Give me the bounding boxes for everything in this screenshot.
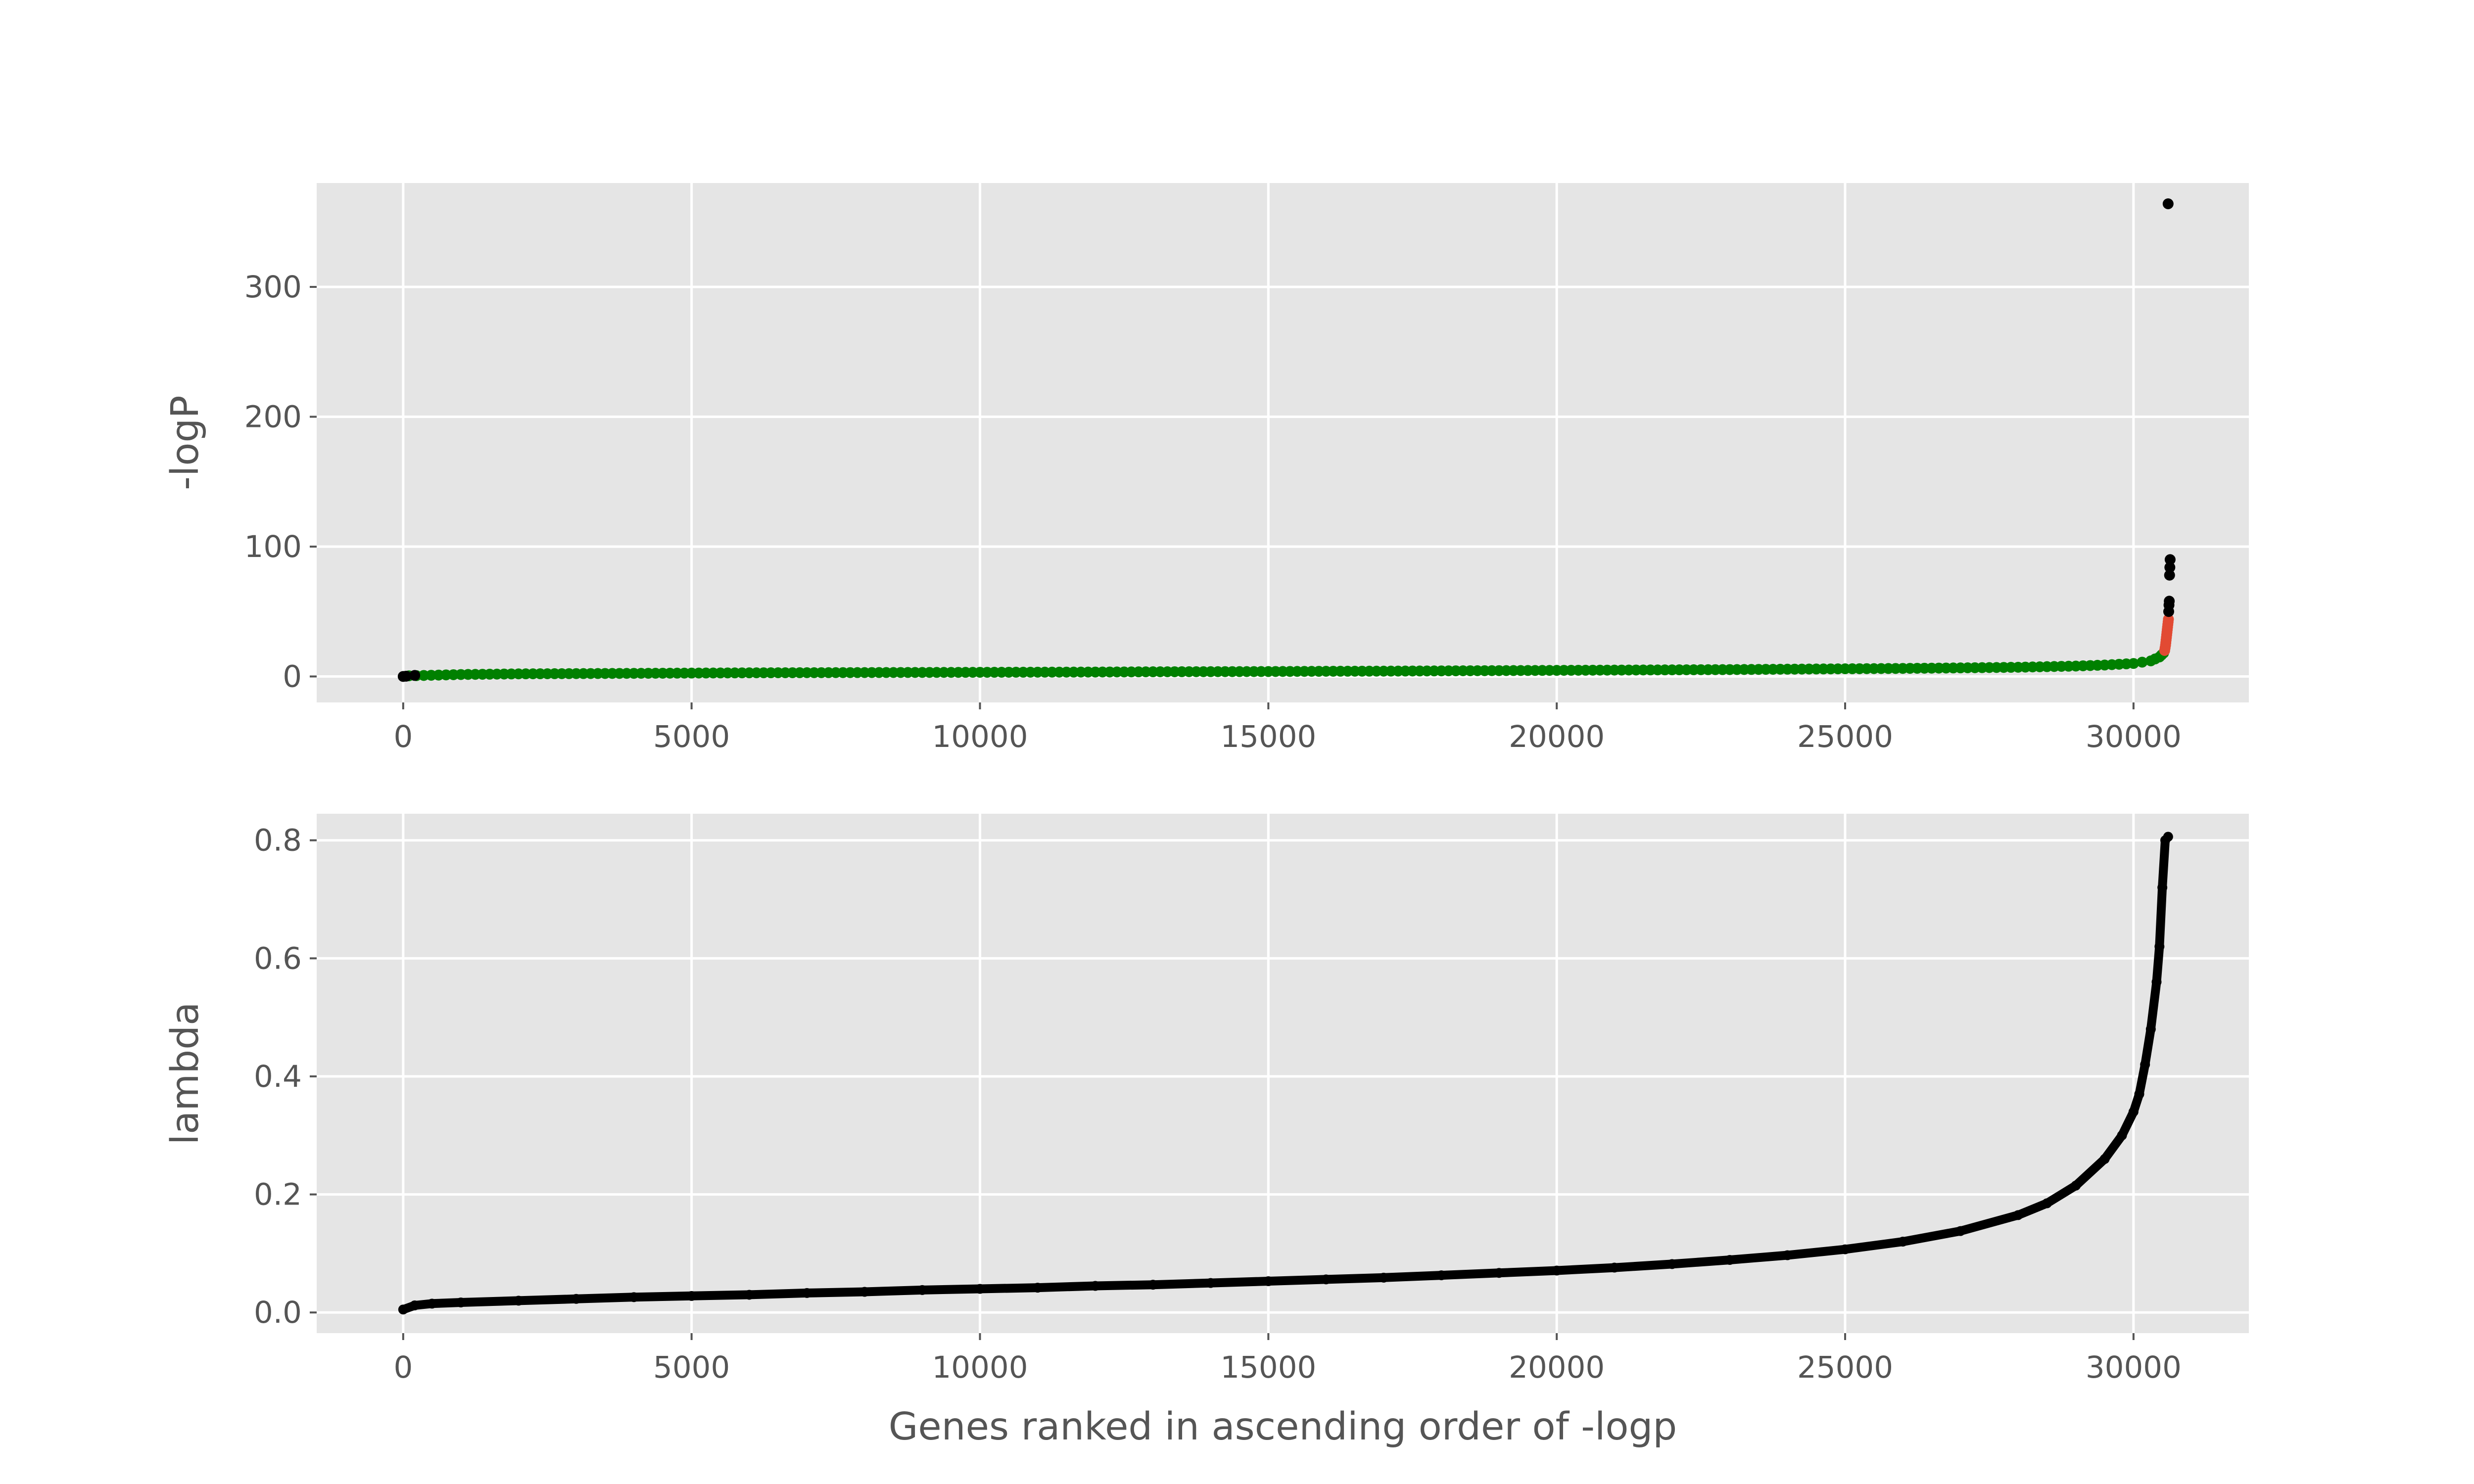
data-point	[2163, 832, 2173, 842]
data-point	[1955, 1226, 1966, 1236]
data-point	[2164, 554, 2176, 565]
data-point	[1898, 1237, 1908, 1247]
lambda-panel: 0 5000 10000 15000 20000 25000 30000 0.0 0.2 0.4 0…	[163, 814, 2249, 1449]
x-tick-label: 30000	[2086, 719, 2182, 754]
logp-y-axis-label: -logP	[163, 395, 207, 490]
data-point	[1436, 1270, 1447, 1281]
x-tick-label: 5000	[653, 1350, 730, 1385]
x-tick-label: 10000	[932, 1350, 1028, 1385]
y-tick-label: 0.2	[254, 1177, 302, 1212]
data-point	[2042, 1198, 2052, 1208]
data-point	[1321, 1274, 1331, 1285]
data-point	[802, 1288, 812, 1298]
data-point	[2151, 977, 2162, 987]
data-point	[917, 1285, 927, 1295]
x-tick-label: 20000	[1509, 719, 1605, 754]
data-point	[859, 1287, 870, 1297]
data-point	[2154, 941, 2165, 952]
data-point	[2140, 1060, 2150, 1070]
data-point	[1840, 1244, 1851, 1254]
data-point	[2071, 1180, 2081, 1191]
data-point	[427, 1298, 437, 1309]
data-point	[2117, 1130, 2127, 1141]
data-point	[1494, 1268, 1504, 1278]
data-point	[2099, 1154, 2110, 1164]
data-point	[410, 1300, 420, 1310]
lambda-y-axis-label: lambda	[163, 1002, 207, 1145]
data-point	[2145, 1024, 2156, 1034]
data-point	[2128, 658, 2139, 669]
data-point	[1033, 1283, 1043, 1293]
data-point	[1609, 1262, 1619, 1273]
data-point	[2157, 882, 2168, 893]
x-tick-label: 5000	[653, 719, 730, 754]
y-tick-label: 0.4	[254, 1059, 302, 1094]
x-tick-label: 15000	[1220, 719, 1316, 754]
data-point	[2134, 1089, 2144, 1099]
data-point	[1090, 1281, 1100, 1291]
data-point	[1552, 1265, 1562, 1276]
data-point	[2162, 198, 2174, 209]
data-point	[400, 670, 412, 682]
y-tick-label: 0.8	[254, 823, 302, 858]
data-point	[1379, 1272, 1389, 1283]
x-tick-label: 0	[393, 1350, 413, 1385]
data-point	[1263, 1276, 1274, 1286]
data-point	[513, 1296, 523, 1306]
logp-tick-labels: 0 5000 10000 15000 20000 25000 30000 0 100 200 300	[244, 270, 2182, 754]
data-point	[2137, 656, 2148, 668]
lambda-x-axis-label: Genes ranked in ascending order of -logp	[889, 1405, 1677, 1449]
data-point	[1782, 1250, 1793, 1260]
data-point	[2164, 562, 2176, 573]
data-point	[2128, 1107, 2139, 1117]
y-tick-label: 0.0	[254, 1295, 302, 1330]
data-point	[2164, 569, 2175, 581]
logp-panel: 0 5000 10000 15000 20000 25000 30000 0 100 200 300…	[163, 183, 2249, 754]
data-point	[686, 1291, 697, 1301]
data-point	[1148, 1280, 1158, 1290]
y-tick-label: 100	[244, 529, 302, 564]
x-tick-label: 20000	[1509, 1350, 1605, 1385]
lambda-plot-area	[317, 814, 2249, 1333]
data-point	[1667, 1259, 1677, 1269]
data-point	[456, 1297, 466, 1307]
data-point	[2013, 1210, 2023, 1220]
data-point	[744, 1290, 755, 1300]
y-tick-label: 300	[244, 270, 302, 305]
y-tick-label: 0	[283, 659, 302, 695]
data-point	[2164, 596, 2175, 607]
lambda-tick-labels: 0 5000 10000 15000 20000 25000 30000 0.0 0.2 0.4 0…	[254, 823, 2182, 1385]
data-point	[629, 1292, 639, 1302]
y-tick-label: 200	[244, 400, 302, 435]
data-point	[409, 670, 421, 681]
x-tick-label: 25000	[1797, 719, 1893, 754]
x-tick-label: 30000	[2086, 1350, 2182, 1385]
data-point	[1205, 1278, 1216, 1288]
x-tick-label: 15000	[1220, 1350, 1316, 1385]
data-point	[1724, 1255, 1735, 1265]
x-tick-label: 25000	[1797, 1350, 1893, 1385]
lambda-gridlines	[317, 814, 2249, 1333]
data-point	[571, 1294, 581, 1304]
logp-points	[397, 198, 2176, 682]
data-point	[2163, 614, 2174, 625]
lambda-points	[398, 832, 2173, 1315]
data-point	[975, 1284, 985, 1294]
y-tick-label: 0.6	[254, 941, 302, 976]
x-tick-label: 10000	[932, 719, 1028, 754]
logp-plot-area	[317, 183, 2249, 702]
x-tick-label: 0	[393, 719, 413, 754]
data-point	[398, 1304, 408, 1315]
